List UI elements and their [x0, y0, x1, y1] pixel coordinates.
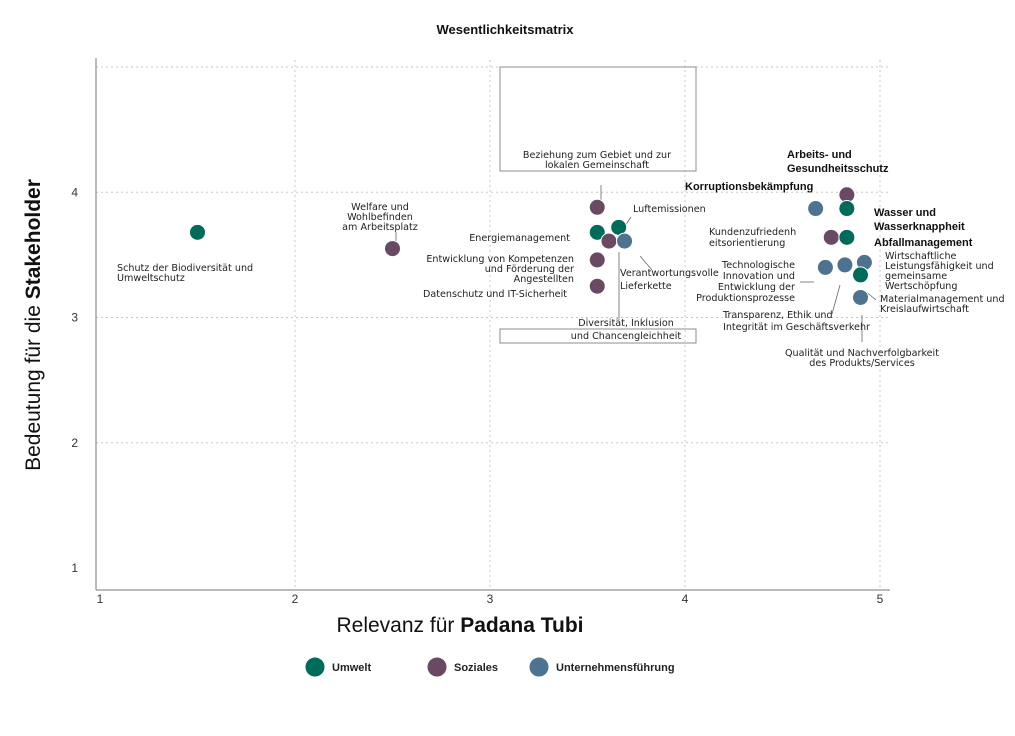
data-point — [816, 258, 834, 276]
data-label: Abfallmanagement — [874, 237, 973, 249]
data-label: Arbeits- und Gesundheitsschutz — [787, 149, 889, 175]
data-label: Technologische Innovation und Entwicklung … — [696, 260, 795, 304]
highlight-box-upper — [499, 66, 697, 172]
data-points — [189, 186, 873, 306]
data-point — [838, 228, 856, 246]
data-point — [852, 288, 869, 306]
leader-line — [639, 255, 653, 271]
legend-marker — [528, 656, 550, 678]
legend-label: Umwelt — [332, 662, 371, 674]
data-label: Luftemissionen — [633, 204, 706, 215]
x-axis-title-prefix: Relevanz für — [336, 614, 460, 637]
legend-label: Soziales — [454, 662, 498, 674]
highlight-boxes — [499, 66, 697, 344]
x-axis-title: Relevanz für Padana Tubi — [336, 614, 583, 637]
data-point — [384, 240, 401, 258]
x-tick-label: 5 — [877, 592, 884, 606]
data-point — [836, 256, 854, 274]
data-labels: Schutz der Biodiversität und Umweltschutz… — [117, 149, 1005, 369]
data-label: Wasser und Wasserknappheit — [874, 207, 965, 233]
data-point — [807, 200, 825, 218]
data-point — [616, 232, 634, 250]
data-label: Wirtschaftliche Leistungsfähigkeit und gem… — [885, 251, 994, 292]
data-point — [852, 266, 869, 284]
data-point — [189, 223, 206, 241]
data-point — [838, 200, 856, 218]
data-point — [588, 223, 606, 241]
x-tick-label: 3 — [487, 592, 494, 606]
y-tick-label: 4 — [71, 185, 78, 199]
data-label: Transparenz, Ethik und Integrität im Gesc… — [722, 310, 870, 333]
data-label: Kundenzufriedenh eitsorientierung — [709, 227, 796, 249]
leader-line — [831, 284, 841, 315]
tick-labels: 1 2 3 4 5 1 2 3 4 — [71, 185, 883, 606]
y-axis-title: Bedeutung für die Stakeholder — [22, 179, 45, 471]
y-axis-title-bold: Stakeholder — [22, 179, 45, 299]
data-label: Welfare und Wohlbefinden am Arbeitsplatz — [342, 202, 418, 233]
data-label: Korruptionsbekämpfung — [685, 181, 813, 193]
data-label: Qualität und Nachverfolgbarkeit des Produ… — [785, 348, 939, 369]
chart-title: Wesentlichkeitsmatrix — [436, 22, 574, 37]
data-label: Materialmanagement und Kreislaufwirtschaf… — [880, 294, 1005, 315]
legend-marker — [426, 656, 448, 678]
x-tick-label: 1 — [97, 592, 104, 606]
data-label: Entwicklung von Kompetenzen und Förderung… — [426, 254, 574, 285]
data-point — [822, 228, 840, 246]
y-tick-label: 2 — [71, 436, 78, 450]
axes — [95, 58, 890, 591]
data-label: Datenschutz und IT-Sicherheit — [423, 289, 567, 300]
x-tick-label: 2 — [292, 592, 299, 606]
legend: Umwelt Soziales Unternehmensführung — [304, 656, 675, 678]
legend-marker — [304, 656, 326, 678]
y-tick-label: 1 — [71, 561, 78, 575]
y-axis-title-prefix: Bedeutung für die — [22, 299, 45, 471]
highlight-box-lower — [499, 328, 697, 344]
legend-label: Unternehmensführung — [556, 662, 675, 674]
data-label: Verantwortungsvolle Lieferkette — [620, 268, 719, 292]
x-tick-label: 4 — [682, 592, 689, 606]
y-tick-label: 3 — [71, 311, 78, 325]
x-axis-title-bold: Padana Tubi — [460, 614, 583, 637]
data-point — [588, 277, 606, 295]
data-point — [588, 198, 606, 216]
data-label: Beziehung zum Gebiet und zur lokalen Geme… — [523, 150, 671, 171]
data-point — [588, 251, 606, 269]
data-label: Diversität, Inklusion und Chancengleichhe… — [571, 318, 682, 342]
data-label: Energiemanagement — [469, 233, 570, 244]
grid-lines — [96, 60, 890, 590]
data-label: Schutz der Biodiversität und Umweltschutz — [117, 263, 253, 284]
data-point — [600, 232, 618, 250]
